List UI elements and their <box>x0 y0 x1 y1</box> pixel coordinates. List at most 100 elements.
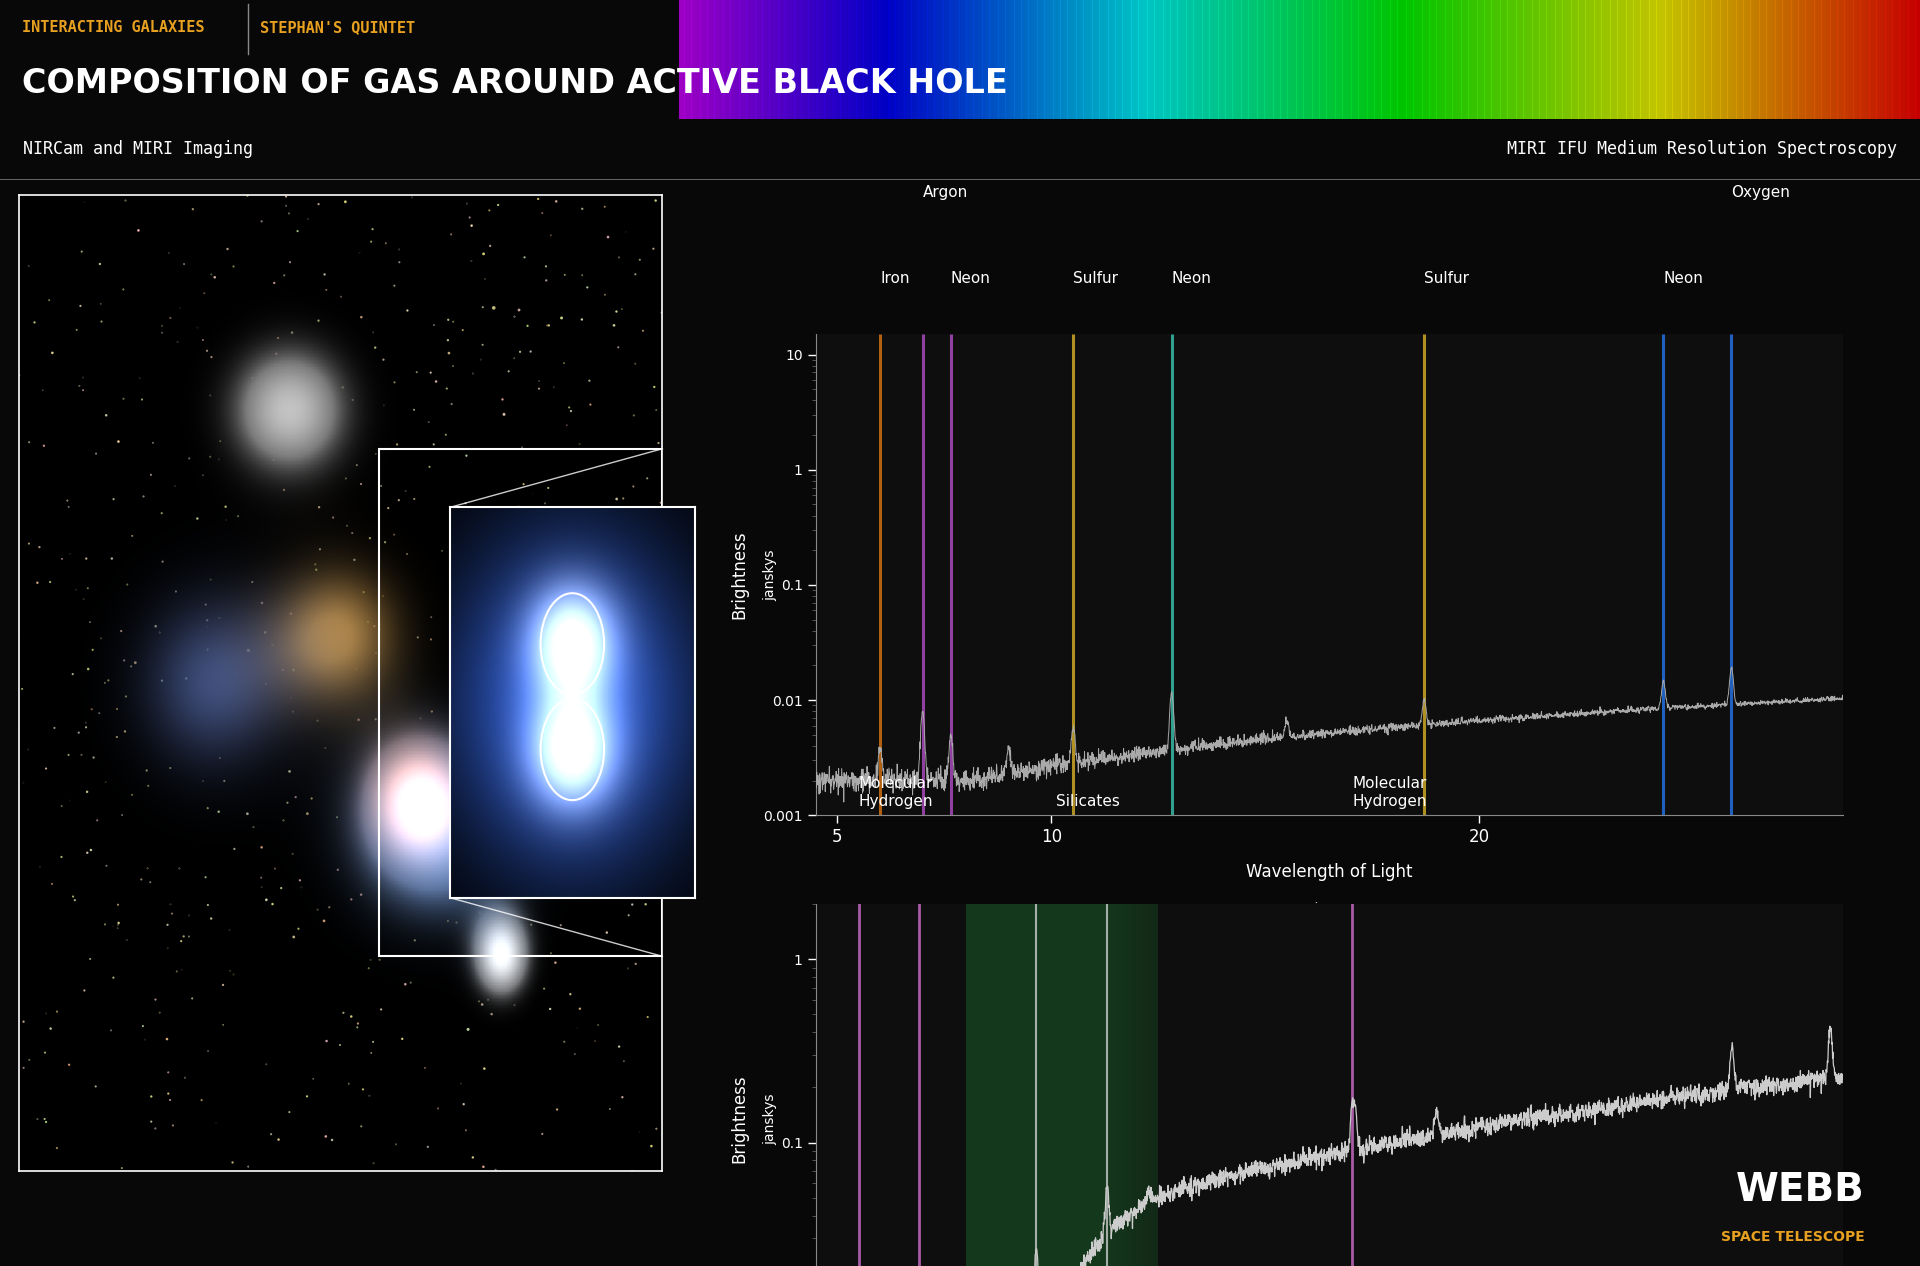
Point <box>328 377 359 398</box>
Point <box>319 423 349 443</box>
Point <box>81 1076 111 1096</box>
Point <box>367 586 397 606</box>
Point <box>639 377 670 398</box>
Point <box>467 334 497 354</box>
Point <box>440 566 470 586</box>
Point <box>399 400 430 420</box>
Point <box>455 208 486 228</box>
Point <box>282 222 313 242</box>
Point <box>545 308 576 328</box>
Point <box>338 390 369 410</box>
Point <box>422 1099 453 1119</box>
Point <box>399 489 430 509</box>
Point <box>390 974 420 994</box>
Point <box>219 965 250 985</box>
Point <box>551 415 582 436</box>
Point <box>63 376 94 396</box>
Point <box>463 649 493 670</box>
Point <box>603 1037 634 1057</box>
Point <box>555 829 586 849</box>
Point <box>278 660 309 680</box>
Point <box>54 1055 84 1075</box>
Point <box>476 1004 507 1024</box>
Point <box>46 847 77 867</box>
Point <box>71 717 102 737</box>
Point <box>109 651 140 671</box>
Point <box>54 744 84 765</box>
Point <box>357 219 388 239</box>
Point <box>328 1003 359 1023</box>
Point <box>25 857 56 877</box>
Point <box>276 843 307 863</box>
Point <box>117 525 148 546</box>
Point <box>284 870 315 890</box>
Point <box>616 705 647 725</box>
Point <box>207 1015 238 1036</box>
Point <box>616 894 647 914</box>
Point <box>108 280 138 300</box>
Point <box>445 1074 476 1094</box>
Point <box>495 976 526 996</box>
Text: Molecular
Hydrogen: Molecular Hydrogen <box>1352 776 1427 809</box>
Point <box>442 634 472 655</box>
Point <box>58 886 88 906</box>
Point <box>188 465 219 485</box>
Point <box>81 443 111 463</box>
Point <box>444 877 474 898</box>
Point <box>520 613 551 633</box>
Point <box>470 268 501 289</box>
Point <box>125 368 156 389</box>
Point <box>167 960 198 980</box>
Point <box>140 617 171 637</box>
Point <box>515 509 545 529</box>
Point <box>611 755 641 775</box>
Point <box>532 315 563 335</box>
Point <box>618 405 649 425</box>
Point <box>305 632 336 652</box>
Point <box>505 342 536 362</box>
Point <box>561 674 591 694</box>
Point <box>355 232 386 252</box>
Point <box>572 704 603 724</box>
Point <box>292 642 323 662</box>
Point <box>154 1084 184 1104</box>
Point <box>58 663 88 684</box>
Point <box>346 885 376 905</box>
Point <box>136 1086 167 1106</box>
Point <box>628 320 659 341</box>
Point <box>232 804 263 824</box>
Point <box>505 638 536 658</box>
Point <box>499 306 530 327</box>
Point <box>92 670 123 690</box>
Point <box>292 1086 323 1106</box>
Point <box>257 634 288 655</box>
Point <box>246 867 276 887</box>
Point <box>273 793 303 813</box>
Point <box>238 817 269 837</box>
Point <box>634 703 664 723</box>
Point <box>453 682 484 703</box>
Point <box>8 772 38 793</box>
Text: janskys: janskys <box>762 549 778 600</box>
Point <box>612 905 643 925</box>
Point <box>246 211 276 232</box>
Point <box>603 337 634 357</box>
Text: MIRI IFU Medium Resolution Spectroscopy: MIRI IFU Medium Resolution Spectroscopy <box>1507 139 1897 158</box>
Point <box>273 204 303 224</box>
Point <box>574 395 605 415</box>
Point <box>536 943 566 963</box>
Point <box>549 687 580 708</box>
Point <box>134 872 165 893</box>
Point <box>499 995 530 1015</box>
Point <box>457 215 488 235</box>
Point <box>315 898 346 918</box>
Point <box>71 781 102 801</box>
Point <box>413 411 444 432</box>
Point <box>205 430 236 451</box>
Point <box>131 761 161 781</box>
Point <box>223 506 253 527</box>
Text: Sulfur: Sulfur <box>1073 271 1117 286</box>
Point <box>361 643 392 663</box>
Point <box>367 476 397 496</box>
Point <box>528 979 559 999</box>
